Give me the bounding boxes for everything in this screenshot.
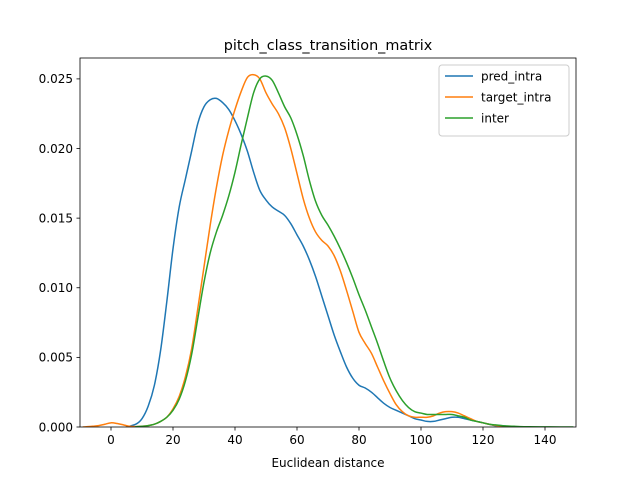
series-group <box>82 73 574 427</box>
chart-title: pitch_class_transition_matrix <box>224 38 433 54</box>
x-tick-label: 40 <box>227 433 242 447</box>
y-tick-label: 0.015 <box>39 211 73 225</box>
y-tick-label: 0.025 <box>39 72 73 86</box>
x-tick-label: 60 <box>289 433 304 447</box>
x-tick-label: 20 <box>165 433 180 447</box>
series-line-pred-intra <box>125 97 531 427</box>
plot-area: 0 20 40 60 80 100 120 140 0.000 0.005 0.010 0.015 0.… <box>39 57 577 447</box>
y-tick-label: 0.000 <box>39 420 73 434</box>
legend-label: pred_intra <box>481 69 542 83</box>
axes-frame <box>79 57 577 428</box>
x-tick-label: 100 <box>410 433 433 447</box>
legend-label: inter <box>481 111 509 125</box>
x-tick-label: 140 <box>534 433 557 447</box>
x-axis-label: Euclidean distance <box>271 456 384 470</box>
x-tick-label: 120 <box>472 433 495 447</box>
x-tick-label: 0 <box>107 433 115 447</box>
x-tick-label: 80 <box>351 433 366 447</box>
legend-label: target_intra <box>481 90 551 104</box>
y-tick-label: 0.010 <box>39 281 73 295</box>
series-line-inter <box>135 75 574 427</box>
y-tick-label: 0.020 <box>39 142 73 156</box>
y-tick-label: 0.005 <box>39 351 73 365</box>
